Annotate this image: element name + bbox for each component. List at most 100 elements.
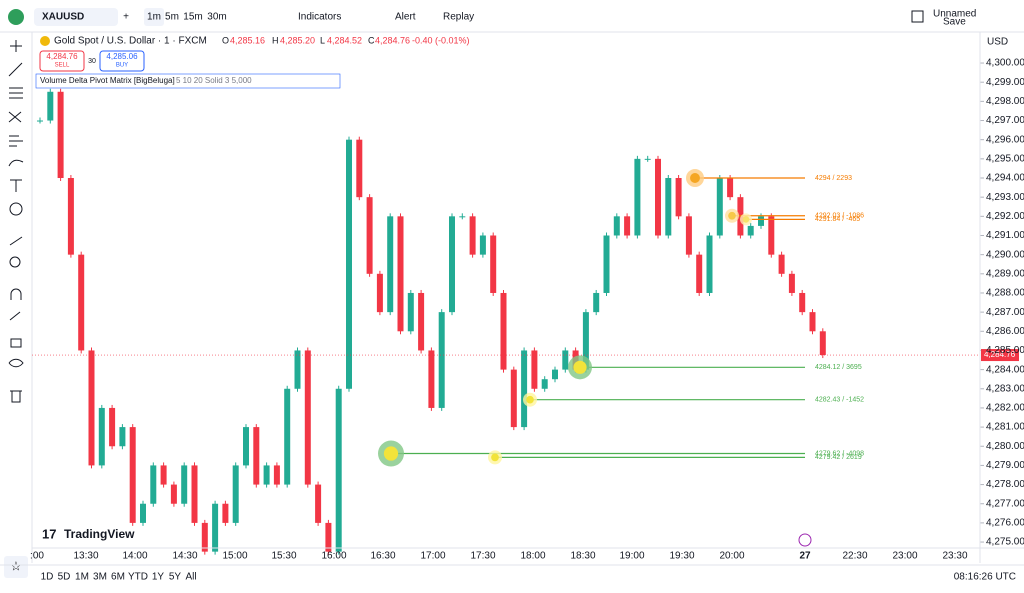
candle xyxy=(140,503,146,523)
interval[interactable]: 1m xyxy=(147,12,161,23)
event-marker[interactable] xyxy=(798,533,812,547)
indicator-name[interactable]: Volume Delta Pivot Matrix [BigBeluga] xyxy=(40,76,175,85)
symbol-icon xyxy=(40,36,50,46)
candle xyxy=(613,216,620,236)
favorites[interactable] xyxy=(4,556,28,578)
range-button[interactable]: 1D xyxy=(41,572,54,583)
range-button[interactable]: 1Y xyxy=(152,572,165,583)
y-tick-label: 4,276.00 xyxy=(986,518,1024,529)
x-tick-label: :00 xyxy=(30,551,44,562)
y-tick-label: 4,295.00 xyxy=(986,153,1024,164)
layout-name[interactable]: Unnamed xyxy=(933,9,976,20)
candle xyxy=(37,120,43,122)
y-tick-label: 4,291.00 xyxy=(986,230,1024,241)
layout-icon[interactable] xyxy=(911,10,924,23)
pivot-dot xyxy=(573,360,587,374)
y-tick-label: 4,294.00 xyxy=(986,173,1024,184)
indicator-row[interactable] xyxy=(35,73,341,89)
candle xyxy=(304,350,311,485)
y-tick-label: 4,275.00 xyxy=(986,537,1024,548)
candle xyxy=(366,197,373,274)
candle xyxy=(747,225,754,236)
candle xyxy=(335,388,342,552)
o-label: O xyxy=(222,35,229,45)
candle xyxy=(78,254,85,351)
logo-mark: 17 xyxy=(42,526,56,541)
candle xyxy=(531,350,538,389)
y-tick-label: 4,277.00 xyxy=(986,498,1024,509)
candle xyxy=(232,465,239,523)
x-tick-label: 19:00 xyxy=(619,551,644,562)
last-price-label: 4,284.76 xyxy=(984,350,1016,359)
candle xyxy=(582,312,589,370)
candle xyxy=(665,178,672,236)
candle xyxy=(521,350,528,428)
x-tick-label: 18:00 xyxy=(520,551,545,562)
x-tick-label: 16:30 xyxy=(370,551,395,562)
candle xyxy=(644,158,651,160)
candle xyxy=(418,292,425,351)
range-button[interactable]: 3M xyxy=(93,572,107,583)
indicator-params: 5 10 20 Solid 3 5,000 xyxy=(176,76,252,85)
avatar[interactable] xyxy=(8,9,24,25)
candle xyxy=(562,350,569,370)
change: -0.40 (-0.01%) xyxy=(412,35,470,45)
buy-button[interactable] xyxy=(99,50,145,72)
candle xyxy=(67,178,74,255)
range-button[interactable]: 6M xyxy=(111,572,125,583)
interval[interactable]: 5m xyxy=(165,12,179,23)
sell-label[interactable]: SELL xyxy=(55,63,70,69)
pivot-dot xyxy=(526,395,534,404)
sell-price[interactable]: 4,284.76 xyxy=(46,52,78,61)
star[interactable]: ☆ xyxy=(10,558,22,573)
y-tick-label: 4,280.00 xyxy=(986,441,1024,452)
candle xyxy=(469,216,476,255)
range-button[interactable]: 5D xyxy=(58,572,71,583)
o-value: 4,285.16 xyxy=(230,35,265,45)
clock: 08:16:26 UTC xyxy=(954,572,1016,583)
candle xyxy=(541,379,548,389)
replay[interactable]: Replay xyxy=(443,12,474,23)
sell-button[interactable] xyxy=(39,50,85,72)
candle xyxy=(428,350,435,408)
candle xyxy=(88,350,95,466)
drawing-tools[interactable] xyxy=(8,40,24,403)
add-symbol[interactable]: + xyxy=(123,12,129,23)
y-tick-label: 4,296.00 xyxy=(986,134,1024,145)
interval[interactable]: 30m xyxy=(207,12,226,23)
candle xyxy=(98,407,105,466)
interval[interactable]: 15m xyxy=(183,12,202,23)
candle xyxy=(397,216,404,332)
range-button[interactable]: 5Y xyxy=(169,572,182,583)
range-button[interactable]: YTD xyxy=(128,572,148,583)
indicators[interactable]: Indicators xyxy=(298,12,341,23)
h-value: 4,285.20 xyxy=(280,35,315,45)
candle xyxy=(459,216,466,218)
range-button[interactable]: All xyxy=(185,572,196,583)
candle xyxy=(449,216,455,313)
x-tick-label: 19:30 xyxy=(669,551,694,562)
symbol-box[interactable] xyxy=(34,8,118,26)
pivot-dot xyxy=(491,453,499,462)
alert[interactable]: Alert xyxy=(395,12,416,23)
symbol[interactable]: XAUUSD xyxy=(42,12,84,23)
candle xyxy=(716,178,723,236)
buy-price[interactable]: 4,285.06 xyxy=(106,52,138,61)
x-tick-label: 17:00 xyxy=(420,551,445,562)
candle xyxy=(655,158,661,236)
x-tick-label: 13:30 xyxy=(73,551,98,562)
candle xyxy=(243,427,249,466)
x-tick-label: 16:00 xyxy=(321,551,346,562)
y-tick-label: 4,289.00 xyxy=(986,268,1024,279)
candle xyxy=(253,427,260,485)
candle xyxy=(150,465,157,504)
save[interactable]: Save xyxy=(943,17,966,28)
currency: USD xyxy=(987,37,1008,48)
candle xyxy=(706,235,713,293)
candle xyxy=(346,139,352,389)
x-tick-label: 18:30 xyxy=(570,551,595,562)
range-button[interactable]: 1M xyxy=(75,572,89,583)
buy-label[interactable]: BUY xyxy=(116,63,128,69)
y-tick-label: 4,286.00 xyxy=(986,326,1024,337)
candle xyxy=(634,158,641,236)
